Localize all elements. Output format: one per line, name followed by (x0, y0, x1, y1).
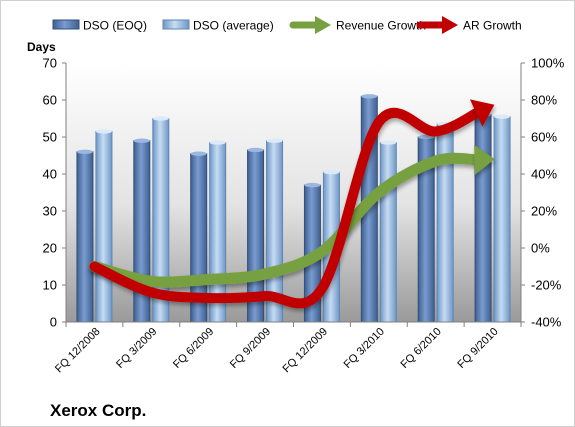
y2-tick-label: 80% (531, 93, 557, 108)
legend-label-revenue-growth: Revenue Growth (336, 19, 426, 33)
ar-growth-arrowhead (469, 99, 495, 127)
y-tick-label: 40 (43, 167, 57, 182)
legend-label-dso-average-: DSO (average) (193, 19, 274, 33)
bar-top-cap (361, 94, 378, 99)
y2-tick-label: 40% (531, 167, 557, 182)
legend: DSO (EOQ) DSO (average) Revenue Growth AR G… (52, 16, 522, 34)
y-axis-title: Days (27, 40, 56, 54)
y2-tick-label: -40% (531, 315, 562, 330)
y2-tick-label: 60% (531, 130, 557, 145)
bar-dso-eoq (76, 151, 94, 323)
company-name: Xerox Corp. (50, 401, 146, 420)
y-tick-label: 70 (43, 56, 57, 71)
bar-dso-average (95, 130, 113, 323)
y-tick-label: 10 (43, 278, 57, 293)
bar-top-cap (76, 149, 93, 154)
y-tick-label: 60 (43, 93, 57, 108)
bar-top-cap (152, 116, 169, 121)
bar-top-cap (209, 140, 226, 145)
legend-swatch-dso-eoq- (52, 19, 80, 30)
bar-top-cap (247, 147, 264, 153)
legend-label-dso-eoq-: DSO (EOQ) (83, 19, 147, 33)
bar-dso-average (493, 116, 511, 323)
legend-arrow-revenue-growth (315, 16, 331, 34)
y2-tick-label: 20% (531, 204, 557, 219)
y-tick-label: 30 (43, 204, 57, 219)
legend-swatch-dso-average- (162, 19, 190, 30)
legend-arrow-ar-growth (442, 16, 458, 34)
bar-dso-eoq (474, 114, 492, 323)
bar-dso-average (379, 142, 397, 323)
y-tick-label: 50 (43, 130, 57, 145)
revenue-growth-line (88, 152, 483, 288)
bar-top-cap (133, 138, 150, 143)
y2-tick-label: 100% (531, 56, 565, 71)
ar-growth-line (89, 107, 484, 309)
bar-top-cap (380, 140, 397, 145)
bar-top-cap (323, 169, 340, 175)
bar-top-cap (266, 138, 283, 143)
y2-tick-label: -20% (531, 278, 562, 293)
y-tick-label: 20 (43, 241, 57, 256)
y-tick-label: 0 (50, 315, 57, 330)
y2-tick-label: 0% (531, 241, 550, 256)
revenue-growth-arrowhead (474, 144, 495, 175)
lines-layer (88, 99, 495, 309)
legend-label-ar-growth: AR Growth (463, 19, 522, 33)
bar-top-cap (494, 114, 511, 119)
bar-top-cap (190, 151, 207, 156)
bar-top-cap (304, 182, 321, 188)
bar-top-cap (95, 129, 112, 134)
